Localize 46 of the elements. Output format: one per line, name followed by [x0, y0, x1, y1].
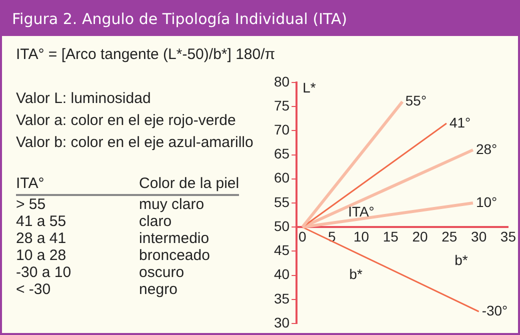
text: Valor b: color en el eje azul-amarillo [16, 134, 254, 151]
annotation: 55° [405, 92, 427, 109]
x-tick-label: 0 [298, 228, 307, 244]
text: > 55 [16, 195, 47, 213]
y-tick-label: 30 [274, 314, 290, 330]
annotation: 28° [476, 140, 498, 157]
x-tick-label: 25 [442, 228, 458, 244]
annotation: b* [349, 266, 363, 282]
annotation: 10° [476, 194, 498, 210]
y-tick-label: 60 [274, 170, 290, 186]
chart-title: Figura 2. Angulo de Tipología Individual (ITA) [2, 2, 518, 36]
x-tick-label: 15 [382, 228, 399, 244]
text: 28 a 41 [16, 230, 68, 247]
y-tick-label: 65 [274, 146, 290, 162]
text: negro [138, 281, 178, 298]
y-tick-label: 70 [274, 122, 290, 138]
text: 41 a 55 [16, 213, 68, 230]
text: -30 a 10 [16, 264, 72, 281]
y-tick-label: 35 [274, 290, 290, 306]
text: intermedio [138, 230, 210, 247]
y-tick-label: 80 [274, 73, 290, 90]
y-axis-title: L* [302, 79, 316, 96]
text: muy claro [138, 195, 206, 213]
text: ITA° = [Arco tangente (L*-50)/b*] 180/π [16, 46, 276, 65]
annotation: 41° [449, 114, 471, 130]
x-axis-title: b* [454, 252, 468, 268]
y-tick-label: 40 [274, 266, 290, 282]
x-tick-label: 20 [412, 228, 428, 244]
y-tick-label: 75 [274, 97, 290, 114]
annotation: -30° [482, 302, 508, 318]
text: claro [138, 213, 173, 230]
x-tick-label: 35 [500, 228, 516, 244]
text: oscuro [138, 264, 186, 281]
text: Color de la piel [71, 174, 240, 195]
text: Valor L: luminosidad [16, 90, 151, 107]
y-tick-label: 55 [274, 194, 290, 210]
text: Valor a: color en el eje rojo-verde [16, 112, 236, 129]
x-tick-label: 10 [353, 228, 370, 244]
text: bronceado [138, 247, 211, 264]
y-tick-label: 45 [274, 242, 290, 258]
y-tick-label: 50 [274, 218, 290, 234]
text: ITA° [16, 174, 72, 195]
annotation: ITA° [348, 204, 374, 220]
x-tick-label: 30 [471, 228, 487, 244]
text: < -30 [16, 281, 52, 298]
text: 10 a 28 [16, 247, 68, 264]
